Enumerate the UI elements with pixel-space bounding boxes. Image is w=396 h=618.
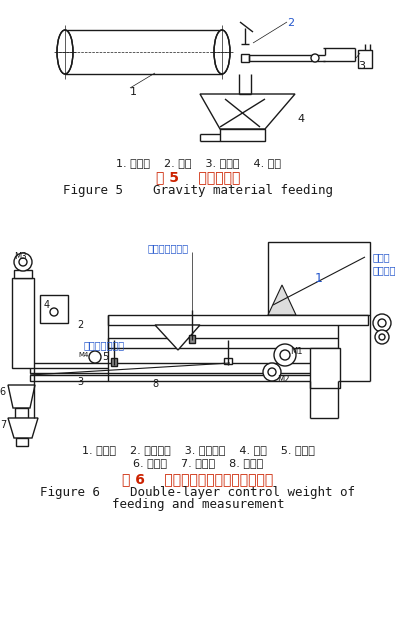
Text: 2: 2 — [287, 18, 294, 28]
Text: 1: 1 — [315, 271, 323, 284]
Circle shape — [280, 350, 290, 360]
Text: 4: 4 — [297, 114, 304, 124]
Polygon shape — [155, 325, 200, 350]
Circle shape — [375, 330, 389, 344]
Text: M4: M4 — [78, 352, 88, 358]
Circle shape — [379, 334, 385, 340]
Bar — [108, 315, 368, 325]
Polygon shape — [200, 94, 295, 129]
Circle shape — [19, 258, 27, 266]
Text: 5: 5 — [102, 352, 108, 362]
Text: 7: 7 — [0, 420, 6, 430]
Text: 4: 4 — [44, 300, 50, 310]
Text: 6: 6 — [0, 387, 6, 397]
Text: 1. 传送带    2. 刮板    3. 传感器    4. 漏斗: 1. 传送带 2. 刮板 3. 传感器 4. 漏斗 — [116, 158, 280, 168]
Text: M3: M3 — [14, 252, 27, 261]
Bar — [30, 375, 338, 381]
Bar — [358, 50, 372, 68]
Bar — [30, 363, 338, 373]
Bar — [241, 54, 249, 62]
Circle shape — [50, 308, 58, 316]
Polygon shape — [8, 385, 35, 408]
Polygon shape — [8, 418, 38, 438]
Bar — [16, 438, 28, 446]
Bar — [111, 358, 117, 366]
Text: 图 6    双料层控制称重式给料与计量: 图 6 双料层控制称重式给料与计量 — [122, 472, 274, 486]
Bar — [40, 295, 68, 323]
Circle shape — [373, 314, 391, 332]
Circle shape — [378, 319, 386, 327]
Bar — [220, 129, 265, 141]
Ellipse shape — [57, 30, 73, 74]
Text: 3: 3 — [77, 377, 83, 387]
Text: 图 5    重力式供料: 图 5 重力式供料 — [156, 170, 240, 184]
Bar — [268, 242, 370, 315]
Circle shape — [89, 351, 101, 363]
Bar — [12, 278, 34, 368]
Bar — [65, 30, 222, 74]
Text: 3: 3 — [358, 61, 365, 71]
Polygon shape — [268, 285, 296, 315]
Bar — [224, 358, 232, 364]
Circle shape — [274, 344, 296, 366]
Text: 储料仓: 储料仓 — [373, 252, 390, 262]
Text: Figure 6    Double-layer control weight of: Figure 6 Double-layer control weight of — [40, 486, 356, 499]
Text: M2: M2 — [277, 375, 289, 384]
Text: 1: 1 — [130, 87, 137, 97]
Circle shape — [14, 253, 32, 271]
Text: 8: 8 — [152, 379, 158, 389]
Bar — [15, 408, 28, 418]
Text: 供料电机: 供料电机 — [373, 265, 396, 275]
Bar — [189, 335, 195, 343]
Circle shape — [311, 54, 319, 62]
Circle shape — [268, 368, 276, 376]
Text: 1. 储料仓    2. 主供料斗    3. 微供料斗    4. 量杯    5. 提升器: 1. 储料仓 2. 主供料斗 3. 微供料斗 4. 量杯 5. 提升器 — [82, 445, 314, 455]
Text: 6. 缓冲斗    7. 称量斗    8. 传感器: 6. 缓冲斗 7. 称量斗 8. 传感器 — [133, 458, 263, 468]
Circle shape — [263, 363, 281, 381]
Text: feeding and measurement: feeding and measurement — [112, 498, 284, 511]
Bar — [310, 348, 340, 388]
Text: 料层控制机构１: 料层控制机构１ — [148, 243, 189, 253]
Ellipse shape — [214, 30, 230, 74]
Bar — [14, 270, 32, 278]
Text: Figure 5    Gravity material feeding: Figure 5 Gravity material feeding — [63, 184, 333, 197]
Text: 2: 2 — [77, 320, 83, 330]
Bar — [108, 338, 338, 348]
Text: 料层控制机构２: 料层控制机构２ — [84, 340, 125, 350]
Text: M1: M1 — [290, 347, 303, 356]
